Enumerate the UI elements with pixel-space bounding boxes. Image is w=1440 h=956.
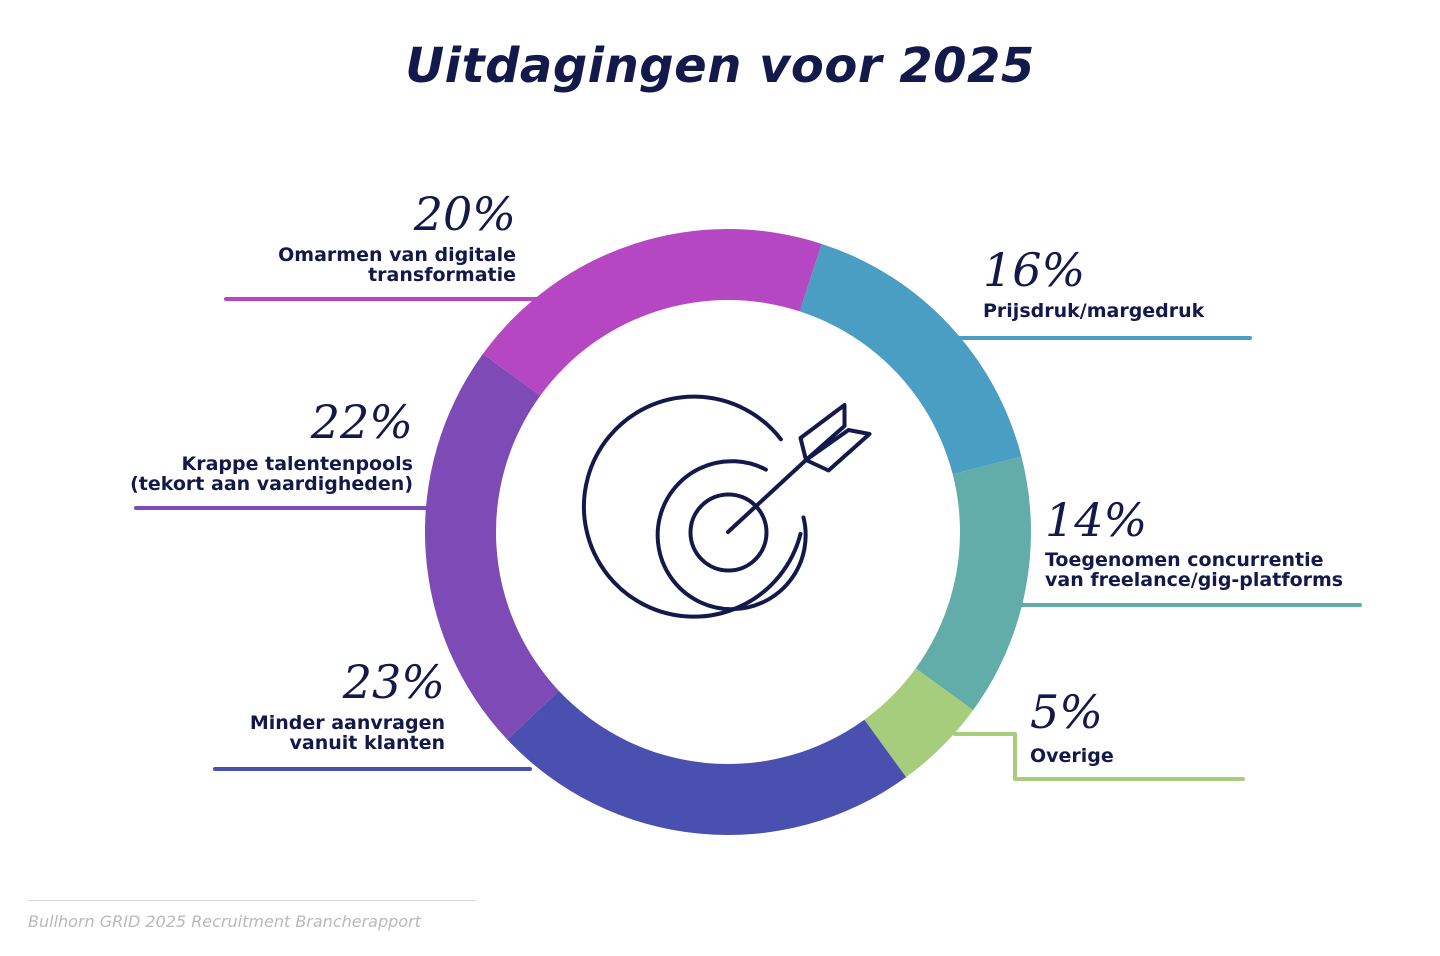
slice-label-4-line-0: Krappe talentenpools — [182, 453, 413, 475]
slice-percent-5: 20% — [413, 187, 516, 241]
donut-slice-5 — [482, 229, 822, 396]
target-arrow-icon — [581, 394, 872, 619]
slice-label-3-line-1: vanuit klanten — [290, 732, 445, 754]
donut-slices — [424, 229, 1031, 835]
slice-percent-2: 5% — [1030, 685, 1103, 739]
donut-slice-1 — [915, 456, 1031, 711]
slice-percent-0: 16% — [983, 243, 1085, 297]
slice-label-5-line-1: transformatie — [368, 264, 516, 286]
slice-labels: 16% Prijsdruk/margedruk 14%Toegenomen conc… — [130, 187, 1343, 767]
source-divider — [28, 900, 476, 901]
slice-percent-4: 22% — [310, 395, 413, 449]
leader-line-2 — [953, 732, 1245, 781]
slice-label-5-line-0: Omarmen van digitale — [278, 244, 516, 266]
slice-label-3-line-0: Minder aanvragen — [250, 712, 445, 734]
slice-label-1-line-1: van freelance/gig-platforms — [1045, 569, 1343, 591]
donut-slice-3 — [507, 690, 907, 835]
donut-slice-4 — [424, 353, 559, 740]
slice-label-0-line-0: Prijsdruk/margedruk — [983, 300, 1205, 322]
slice-label-2-line-0: Overige — [1030, 745, 1114, 767]
source-note: Bullhorn GRID 2025 Recruitment Branchera… — [28, 912, 421, 931]
leader-lines — [134, 297, 1362, 781]
donut-slice-2 — [864, 668, 974, 778]
chart-title: Uitdagingen voor 2025 — [405, 38, 1035, 94]
slice-label-1-line-0: Toegenomen concurrentie — [1045, 549, 1324, 571]
slice-percent-3: 23% — [342, 655, 445, 709]
slice-label-4-line-1: (tekort aan vaardigheden) — [130, 473, 413, 495]
donut-slice-0 — [799, 243, 1022, 475]
slice-percent-1: 14% — [1045, 493, 1147, 547]
